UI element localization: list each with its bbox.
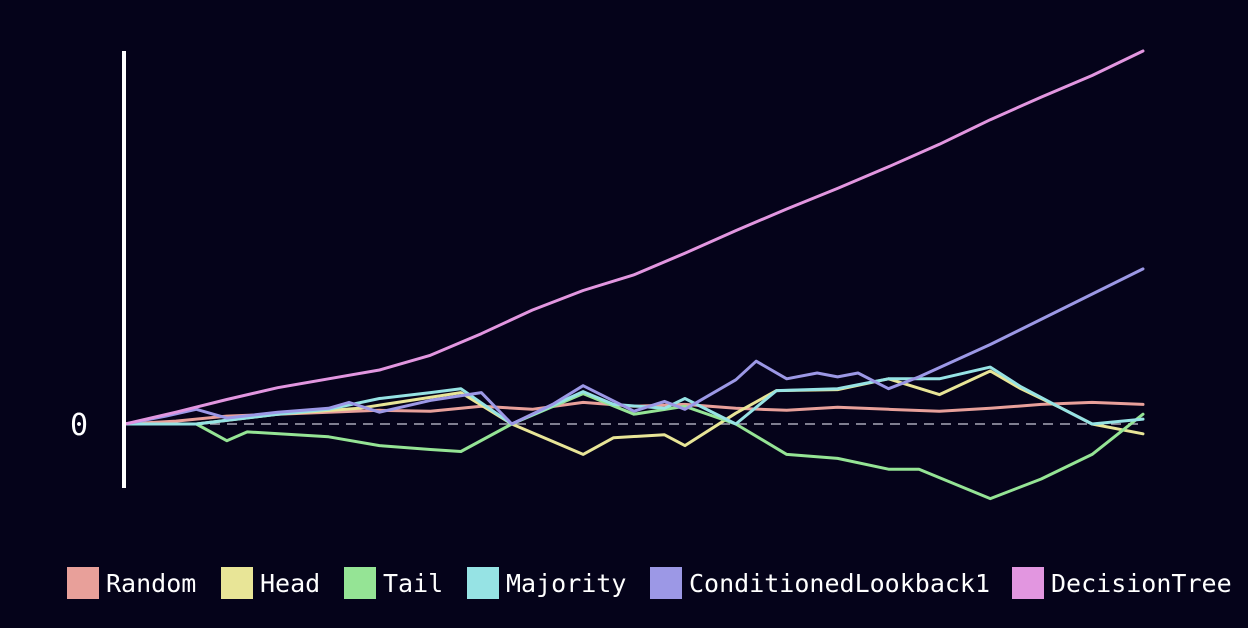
legend-label-head: Head xyxy=(260,569,320,598)
legend-swatch-decisiontree xyxy=(1012,567,1044,599)
y-tick-label: 0 xyxy=(70,408,88,443)
legend-label-tail: Tail xyxy=(383,569,443,598)
legend: Random Head Tail Majority ConditionedLookbac… xyxy=(67,567,1232,599)
series-line-head xyxy=(123,369,1145,456)
series-line-decisiontree xyxy=(123,49,1145,426)
legend-label-conditionedlookback1: ConditionedLookback1 xyxy=(689,569,990,598)
legend-label-majority: Majority xyxy=(506,569,626,598)
series-line-tail xyxy=(123,392,1145,501)
legend-swatch-conditionedlookback1 xyxy=(650,567,682,599)
legend-swatch-head xyxy=(221,567,253,599)
legend-swatch-tail xyxy=(344,567,376,599)
legend-swatch-majority xyxy=(467,567,499,599)
legend-label-decisiontree: DecisionTree xyxy=(1051,569,1232,598)
legend-swatch-random xyxy=(67,567,99,599)
legend-label-random: Random xyxy=(106,569,196,598)
series-line-conditionedlookback1 xyxy=(123,267,1145,426)
